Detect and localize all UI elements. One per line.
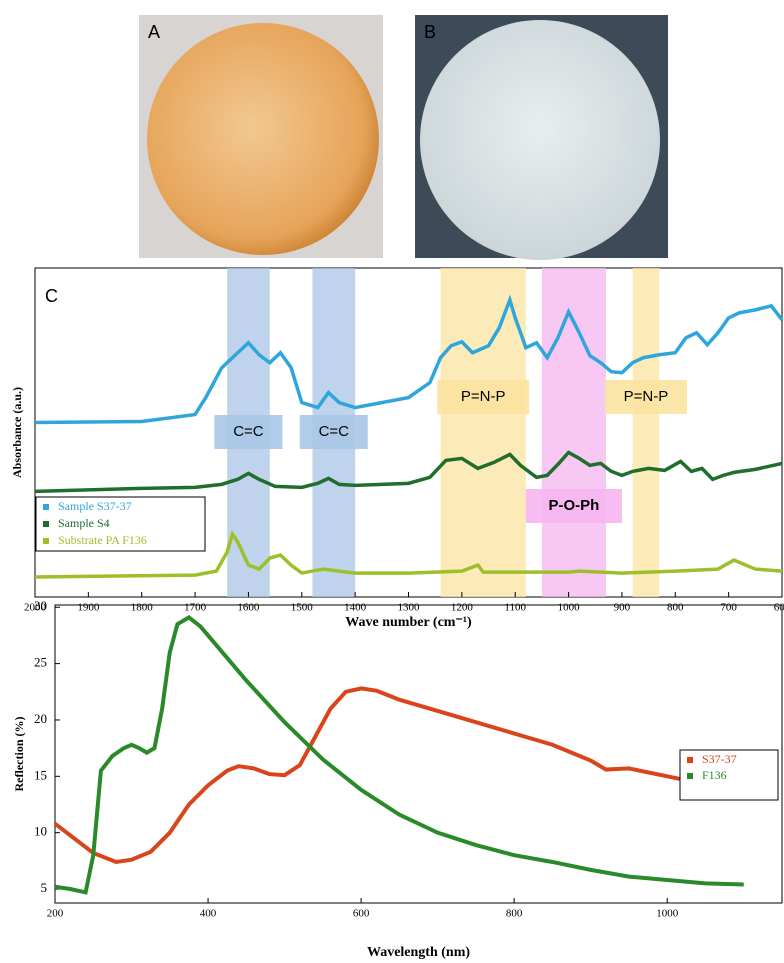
y-tick-label: 20 [34,711,47,726]
band [541,268,606,597]
band-label-box [604,380,687,414]
x-tick-label: 700 [720,602,737,614]
panel-label: A [148,22,160,42]
x-tick-label: 1200 [451,602,474,614]
x-tick-label: 600 [774,602,784,614]
legend-label: F136 [702,768,727,782]
x-tick-label: 800 [667,602,684,614]
x-tick-label: 400 [200,908,217,920]
x-tick-label: 1800 [131,602,154,614]
x-tick-label: 600 [353,908,370,920]
panel-label: C [45,286,58,306]
legend-marker [43,521,49,527]
legend-box [679,749,779,801]
x-tick-label: 1700 [184,602,207,614]
band-label-box [525,489,622,523]
legend-marker [43,538,49,544]
y-tick-label: 30 [34,598,47,613]
band [440,268,526,597]
photo-b: B [415,15,668,260]
y-tick-label: 25 [34,655,47,670]
series-line [34,530,783,579]
legend-box [35,496,206,552]
series-line [54,614,744,895]
band-label: C=C [319,423,350,440]
panel-label: B [424,22,436,42]
y-tick-label: 5 [41,880,48,895]
x-axis-label: Wavelength (nm) [367,945,470,960]
band-label-box [214,415,283,449]
series-line [34,294,784,425]
x-tick-label: 1000 [558,602,581,614]
y-axis-label: Reflection (%) [12,717,26,792]
legend-marker [43,504,49,510]
band-label: C=C [233,423,264,440]
band-label: P-O-Ph [548,497,599,514]
x-tick-label: 900 [614,602,631,614]
photo-a: A [139,15,383,258]
x-tick-label: 1900 [77,602,100,614]
x-tick-label: 200 [47,908,64,920]
y-tick-label: 10 [34,824,47,839]
band-label: P=N-P [624,388,669,405]
y-tick-label: 15 [34,767,47,782]
x-tick-label: 1000 [656,908,679,920]
x-tick-label: 2000 [24,602,47,614]
y-axis-label: Absorbance (a.u.) [10,387,24,478]
series-line [34,450,783,494]
band-label: P=N-P [461,388,506,405]
x-tick-label: 1400 [344,602,367,614]
band-label-box [299,415,368,449]
legend-marker [687,773,693,779]
plot-frame [54,604,783,904]
x-tick-label: 1600 [237,602,260,614]
x-tick-label: 800 [506,908,523,920]
legend-label: Substrate PA F136 [58,533,147,547]
legend-label: S37-37 [702,752,737,766]
band-label-box [437,380,530,414]
x-axis-label: Wave number (cm⁻¹) [345,615,472,630]
legend-label: Sample S4 [58,516,110,530]
band [632,268,660,597]
x-tick-label: 1500 [291,602,314,614]
legend-label: Sample S37-37 [58,499,132,513]
legend-marker [687,757,693,763]
series-line [53,686,744,865]
x-tick-label: 1300 [398,602,421,614]
x-tick-label: 1100 [504,602,526,614]
